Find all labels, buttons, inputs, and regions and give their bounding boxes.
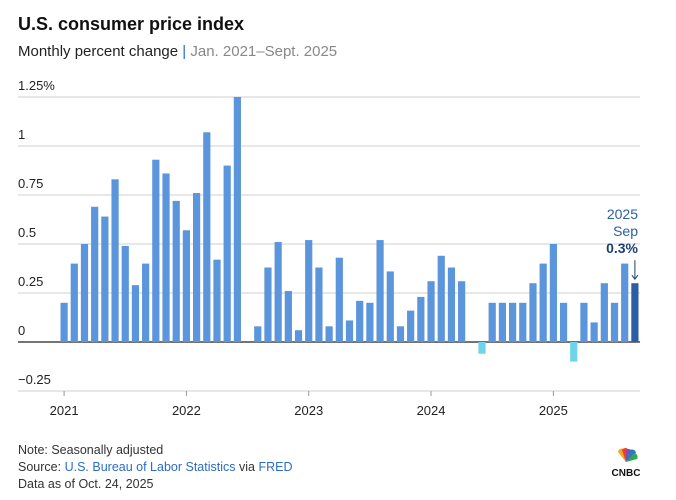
bar xyxy=(182,230,191,342)
annotation-arrowhead xyxy=(631,274,639,281)
bar xyxy=(437,255,445,342)
bar xyxy=(233,97,241,342)
bar xyxy=(70,263,78,342)
data-date: Data as of Oct. 24, 2025 xyxy=(18,477,154,491)
bar xyxy=(203,132,211,342)
bar xyxy=(152,159,160,342)
bar xyxy=(345,320,354,342)
bar xyxy=(101,216,109,342)
bar xyxy=(60,302,68,342)
note: Note: Seasonally adjusted xyxy=(18,443,163,457)
source-org[interactable]: U.S. Bureau of Labor Statistics xyxy=(65,460,236,474)
bar xyxy=(356,300,364,342)
bar xyxy=(631,283,639,342)
y-tick-label: 0.25 xyxy=(18,274,43,289)
source-prefix: Source: xyxy=(18,460,61,474)
bar xyxy=(498,302,506,342)
bar xyxy=(407,310,415,342)
bar xyxy=(193,193,201,342)
bar xyxy=(121,245,129,342)
bar xyxy=(315,267,323,342)
subtitle-separator: | xyxy=(182,43,190,60)
annotation: 2025 xyxy=(607,206,638,222)
y-tick-label: −0.25 xyxy=(18,372,51,387)
x-tick-label: 2023 xyxy=(294,403,323,418)
bar xyxy=(325,326,333,342)
source-site[interactable]: FRED xyxy=(258,460,292,474)
x-tick-label: 2024 xyxy=(417,403,446,418)
logo: CNBC xyxy=(612,448,641,479)
source-via: via xyxy=(239,460,255,474)
bar xyxy=(508,302,517,342)
bar xyxy=(142,263,150,342)
bar xyxy=(376,240,384,342)
annotation: Sep xyxy=(613,223,638,239)
subtitle-range: Jan. 2021–Sept. 2025 xyxy=(190,43,337,60)
y-tick-label: 1 xyxy=(18,127,25,142)
bar xyxy=(529,283,537,342)
bar xyxy=(335,257,343,342)
bar xyxy=(478,342,486,354)
y-tick-label: 1.25% xyxy=(18,78,55,93)
logo-text: CNBC xyxy=(612,468,641,479)
bar xyxy=(396,326,405,342)
bar xyxy=(549,244,557,342)
bar xyxy=(386,271,394,342)
bar xyxy=(294,330,303,342)
bar xyxy=(91,206,99,342)
chart-title: U.S. consumer price index xyxy=(18,14,244,34)
bar xyxy=(254,326,262,342)
x-tick-label: 2025 xyxy=(539,403,568,418)
source: Source: U.S. Bureau of Labor Statistics … xyxy=(18,460,292,474)
bar xyxy=(519,302,527,342)
bar xyxy=(284,291,292,342)
bar xyxy=(447,267,456,342)
bar xyxy=(213,259,221,342)
bar xyxy=(539,263,547,342)
bar xyxy=(559,302,568,342)
bar xyxy=(570,342,578,362)
bar xyxy=(458,281,466,342)
bar xyxy=(111,179,119,342)
value-label: 0.3% xyxy=(606,240,638,256)
bar xyxy=(417,296,425,342)
y-tick-label: 0 xyxy=(18,323,25,338)
y-tick-label: 0.5 xyxy=(18,225,36,240)
x-tick-label: 2022 xyxy=(172,403,201,418)
bar xyxy=(580,302,588,342)
bar xyxy=(488,302,496,342)
bar xyxy=(80,244,89,342)
bar xyxy=(305,240,313,342)
bar xyxy=(590,322,598,342)
bar xyxy=(427,281,435,342)
subtitle: Monthly percent change | Jan. 2021–Sept.… xyxy=(18,43,337,60)
bar xyxy=(264,267,272,342)
bar xyxy=(131,285,140,342)
bar xyxy=(600,283,608,342)
y-tick-label: 0.75 xyxy=(18,176,43,191)
bar xyxy=(162,173,170,342)
bar xyxy=(366,302,374,342)
bar xyxy=(621,263,629,342)
bar xyxy=(610,302,619,342)
bar xyxy=(274,242,282,342)
bar xyxy=(223,165,231,342)
x-tick-label: 2021 xyxy=(50,403,79,418)
subtitle-text: Monthly percent change xyxy=(18,43,178,60)
bar xyxy=(172,200,180,342)
